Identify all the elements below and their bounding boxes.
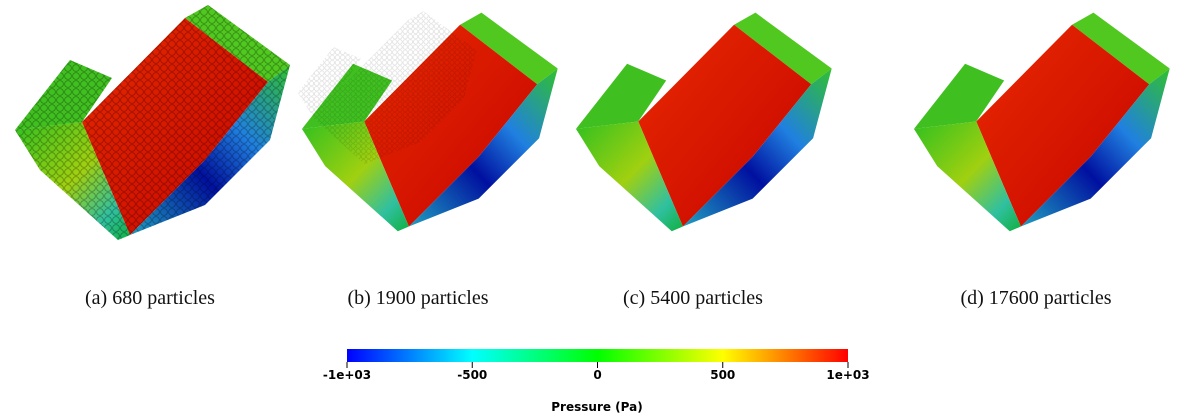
tick-label: -500 xyxy=(457,368,487,382)
tick-label: 1e+03 xyxy=(826,368,869,382)
colorbar-ticks: -1e+03 -500 0 500 1e+03 xyxy=(323,362,870,382)
colorbar-label: Pressure (Pa) xyxy=(551,400,642,414)
tick-label: -1e+03 xyxy=(323,368,371,382)
tick-label: 500 xyxy=(710,368,735,382)
panel-a-image xyxy=(15,5,290,240)
panel-c-image xyxy=(575,12,832,232)
tick-label: 0 xyxy=(593,368,601,382)
panel-caption: (a) 680 particles xyxy=(85,287,215,309)
panel-caption: (b) 1900 particles xyxy=(347,287,488,309)
colorbar xyxy=(347,349,848,362)
panel-d-image xyxy=(913,12,1170,232)
panel-caption: (d) 17600 particles xyxy=(960,287,1111,309)
panel-caption: (c) 5400 particles xyxy=(623,287,763,309)
panel-b-image xyxy=(297,11,558,232)
captions: (a) 680 particles (b) 1900 particles (c) 5… xyxy=(85,287,1112,309)
